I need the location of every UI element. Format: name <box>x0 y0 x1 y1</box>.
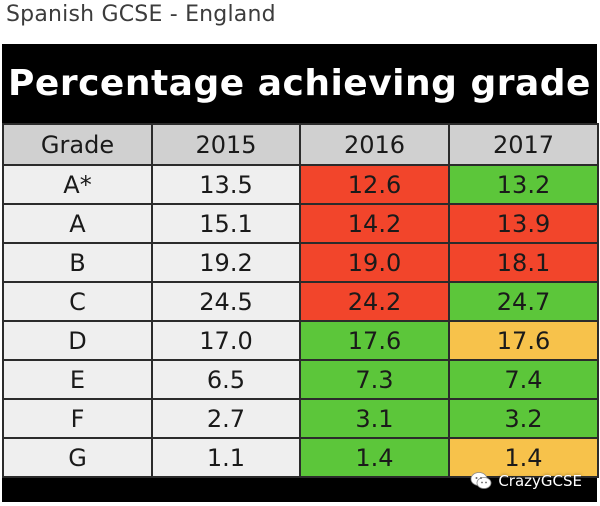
value-cell-2015: 6.5 <box>151 359 301 400</box>
grade-cell: F <box>2 398 153 439</box>
value-cell-2017: 1.4 <box>448 437 599 478</box>
value-cell-2017: 13.9 <box>448 203 599 244</box>
column-header-grade: Grade <box>2 123 153 166</box>
value-cell-2017: 17.6 <box>448 320 599 361</box>
value-cell-2017: 18.1 <box>448 242 599 283</box>
grade-cell: A* <box>2 164 153 205</box>
value-cell-2016: 12.6 <box>299 164 450 205</box>
grade-cell: C <box>2 281 153 322</box>
value-cell-2016: 3.1 <box>299 398 450 439</box>
value-cell-2015: 19.2 <box>151 242 301 283</box>
value-cell-2015: 24.5 <box>151 281 301 322</box>
value-cell-2017: 24.7 <box>448 281 599 322</box>
table-row: G 1.1 1.4 1.4 <box>2 437 599 478</box>
header-row: Grade 2015 2016 2017 <box>2 123 599 166</box>
table-title: Percentage achieving grade <box>8 62 591 104</box>
table-row: D 17.0 17.6 17.6 <box>2 320 599 361</box>
table-row: B 19.2 19.0 18.1 <box>2 242 599 283</box>
value-cell-2016: 7.3 <box>299 359 450 400</box>
column-header-2017: 2017 <box>448 123 599 166</box>
value-cell-2016: 14.2 <box>299 203 450 244</box>
value-cell-2016: 17.6 <box>299 320 450 361</box>
grade-table: Grade 2015 2016 2017 A* 13.5 12.6 13.2 A 15.1… <box>2 123 599 478</box>
table-row: A* 13.5 12.6 13.2 <box>2 164 599 205</box>
value-cell-2017: 7.4 <box>448 359 599 400</box>
value-cell-2016: 24.2 <box>299 281 450 322</box>
page-caption: Spanish GCSE - England <box>6 2 276 27</box>
value-cell-2015: 15.1 <box>151 203 301 244</box>
value-cell-2017: 13.2 <box>448 164 599 205</box>
table-row: A 15.1 14.2 13.9 <box>2 203 599 244</box>
table-row: E 6.5 7.3 7.4 <box>2 359 599 400</box>
column-header-2015: 2015 <box>151 123 301 166</box>
results-table: Percentage achieving grade Grade 2015 20… <box>2 44 599 502</box>
table-row: C 24.5 24.2 24.7 <box>2 281 599 322</box>
table-row: F 2.7 3.1 3.2 <box>2 398 599 439</box>
value-cell-2015: 13.5 <box>151 164 301 205</box>
grade-cell: G <box>2 437 153 478</box>
grade-cell: E <box>2 359 153 400</box>
value-cell-2016: 19.0 <box>299 242 450 283</box>
value-cell-2015: 17.0 <box>151 320 301 361</box>
grade-cell: A <box>2 203 153 244</box>
watermark: CrazyGCSE <box>470 470 582 492</box>
value-cell-2015: 2.7 <box>151 398 301 439</box>
grade-cell: D <box>2 320 153 361</box>
grade-cell: B <box>2 242 153 283</box>
value-cell-2015: 1.1 <box>151 437 301 478</box>
value-cell-2017: 3.2 <box>448 398 599 439</box>
value-cell-2016: 1.4 <box>299 437 450 478</box>
column-header-2016: 2016 <box>299 123 450 166</box>
watermark-text: CrazyGCSE <box>498 472 582 490</box>
wechat-icon <box>470 470 492 492</box>
